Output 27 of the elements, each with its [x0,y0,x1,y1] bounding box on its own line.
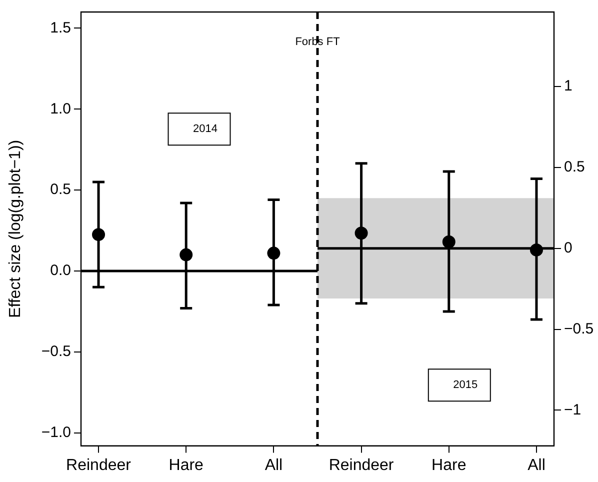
y2-tick-label: −0.5 [564,320,594,338]
point [267,246,280,260]
y2-tick-label: 0.5 [564,158,585,176]
x-tick-label: All [264,456,283,474]
point [180,248,193,262]
point [442,235,456,248]
point [92,228,106,242]
y-tick-label: 0.5 [50,181,71,198]
y-tick-label: 1.5 [50,19,71,36]
x-tick-label: Hare [168,456,204,474]
y-tick-label: −0.5 [41,343,71,360]
annotation: 2015 [453,379,478,392]
y2-tick-label: 1 [564,78,572,95]
y-tick-label: −1.0 [41,424,71,441]
y-tick-label: 0.0 [50,262,71,280]
y-axis-title: Effect size (log(g.plot−1)) [7,140,24,318]
annotation: Forbs FT [295,36,340,48]
point [530,243,543,256]
point [354,226,368,240]
x-tick-label: All [528,456,546,474]
x-tick-label: Hare [432,456,466,474]
x-tick-label: Reindeer [66,456,132,474]
y-tick-label: 1.0 [50,100,71,118]
y2-tick-label: −1 [564,401,582,418]
annotation: 2014 [193,123,218,136]
x-tick-label: Reindeer [328,456,394,474]
y2-tick-label: 0 [564,239,572,256]
